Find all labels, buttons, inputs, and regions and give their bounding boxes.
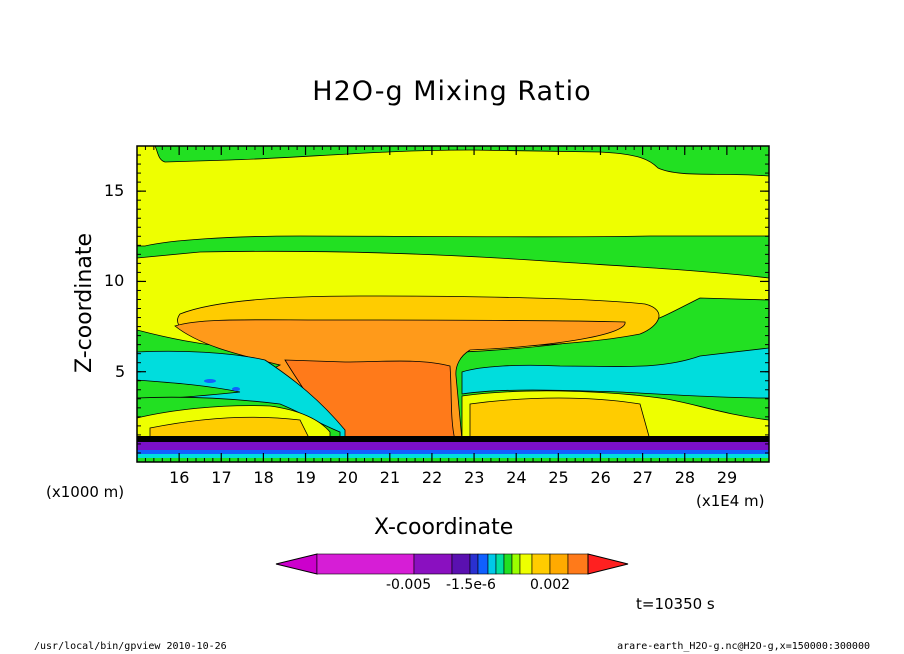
contour-band-gold-lower <box>149 416 311 441</box>
x-tick-label: 25 <box>548 468 569 487</box>
chart-title: H2O-g Mixing Ratio <box>312 76 592 107</box>
contour-band-yellow-upper <box>137 146 769 247</box>
x-tick-label: 19 <box>295 468 316 487</box>
colorbar-swatch <box>487 553 497 575</box>
y-tick-label: 5 <box>115 361 126 381</box>
x-tick-label: 16 <box>169 468 190 487</box>
x-axis-title: X-coordinate <box>374 515 514 540</box>
contour-band-cyan-bottom <box>137 454 769 458</box>
colorbar-swatch <box>469 553 479 575</box>
colorbar-label: -0.005 <box>386 577 432 593</box>
x-tick-label: 20 <box>337 468 359 487</box>
contour-band-cyan-right <box>461 347 769 399</box>
footer-right: arare-earth_H2O-g.nc@H2O-g,x=150000:3000… <box>617 641 870 652</box>
y-tick-label: 15 <box>104 181 125 201</box>
contour-dense-lines <box>137 436 769 442</box>
colorbar-swatch <box>503 553 513 575</box>
contour-band-blue <box>137 450 769 454</box>
y-tick-label: 10 <box>104 271 125 291</box>
contour-eddy <box>232 387 240 391</box>
axis-ticks <box>136 145 770 463</box>
y-axis-unit: (x1000 m) <box>46 483 125 501</box>
colorbar-swatch <box>316 553 415 575</box>
x-tick-label: 29 <box>716 468 738 487</box>
x-tick-label: 27 <box>632 468 653 487</box>
colorbar-swatch <box>531 553 551 575</box>
x-axis-unit: (x1E4 m) <box>696 492 765 510</box>
x-tick-label: 24 <box>506 468 527 487</box>
x-tick-label: 28 <box>674 468 696 487</box>
contour-band-purple <box>137 442 769 450</box>
colorbar-swatch <box>567 553 589 575</box>
colorbar-swatch <box>413 553 453 575</box>
colorbar-extend-low <box>275 553 318 575</box>
colorbar-swatch <box>511 553 521 575</box>
colorbar-swatch <box>477 553 489 575</box>
contour-band-green-bottom <box>137 458 769 462</box>
x-tick-label: 26 <box>590 468 611 487</box>
contour-eddy <box>204 379 216 383</box>
x-tick-label: 22 <box>421 468 443 487</box>
y-axis-title: Z-coordinate <box>72 233 97 373</box>
footer-left: /usr/local/bin/gpview 2010-10-26 <box>34 641 227 652</box>
colorbar-swatch <box>519 553 533 575</box>
colorbar <box>275 553 629 575</box>
time-label: t=10350 s <box>636 595 715 613</box>
x-tick-label: 17 <box>211 468 232 487</box>
x-tick-label: 21 <box>379 468 401 487</box>
colorbar-extend-high <box>587 553 629 575</box>
plot-frame <box>136 145 770 463</box>
colorbar-swatch <box>495 553 505 575</box>
colorbar-swatch <box>451 553 471 575</box>
colorbar-label: 0.002 <box>530 577 571 593</box>
contour-band-gold-lower-right <box>469 397 651 441</box>
colorbar-label: -1.5e-6 <box>446 577 496 593</box>
x-tick-label: 23 <box>464 468 485 487</box>
contour-field <box>137 146 769 462</box>
x-tick-label: 18 <box>253 468 274 487</box>
colorbar-swatch <box>549 553 569 575</box>
